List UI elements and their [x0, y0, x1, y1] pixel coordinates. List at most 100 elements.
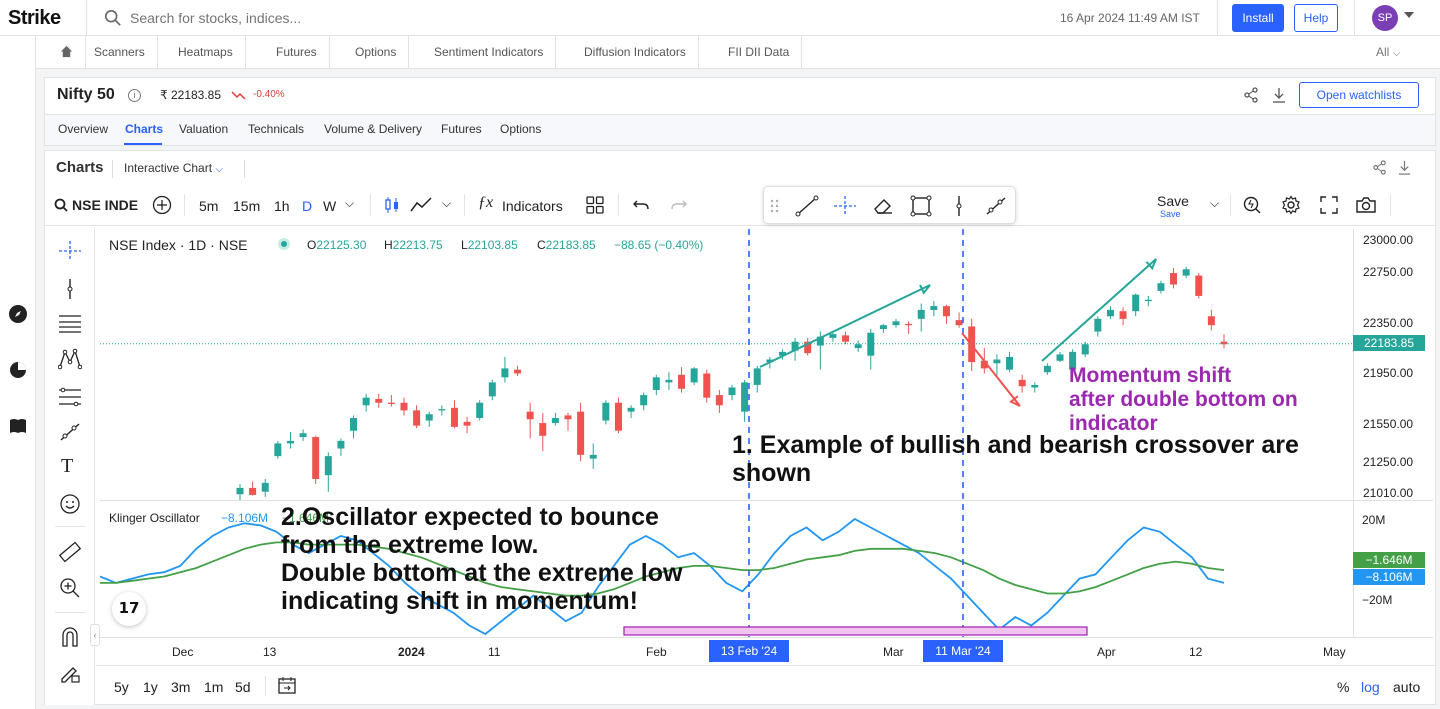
subtab-technicals[interactable]: Technicals — [248, 122, 305, 136]
rectangle-icon[interactable] — [910, 195, 932, 217]
chevron-down-icon[interactable]: ⌵ — [1210, 196, 1220, 210]
nav-tab-scanners[interactable]: Scanners — [82, 36, 158, 68]
bullish-arrow — [1041, 258, 1157, 362]
download-icon[interactable] — [1271, 87, 1287, 103]
undo-icon[interactable] — [632, 197, 650, 213]
subtab-futures[interactable]: Futures — [441, 122, 482, 136]
fullscreen-icon[interactable] — [1320, 196, 1338, 214]
crosshair-icon[interactable] — [58, 240, 82, 262]
install-button[interactable]: Install — [1232, 4, 1284, 32]
gear-icon[interactable] — [1281, 195, 1301, 215]
drawing-tools-sidebar — [45, 227, 95, 705]
subtab-overview[interactable]: Overview — [58, 122, 109, 136]
redo-icon[interactable] — [670, 197, 688, 213]
candle-body — [778, 351, 786, 356]
percent-scale-toggle[interactable]: % — [1337, 679, 1350, 695]
pattern-icon[interactable] — [58, 348, 82, 370]
book-icon[interactable] — [8, 416, 28, 436]
lock-drawing-icon[interactable] — [59, 662, 81, 684]
collapse-sidebar-button[interactable]: ‹ — [90, 624, 100, 646]
quick-search-icon[interactable] — [1242, 195, 1262, 215]
vertical-line-icon[interactable] — [60, 278, 80, 300]
horizontal-lines-icon[interactable] — [58, 313, 82, 335]
range-1y[interactable]: 1y — [143, 679, 158, 695]
share-icon[interactable] — [1243, 87, 1259, 103]
indicators-button[interactable]: Indicators — [502, 198, 563, 214]
line-chart-icon[interactable] — [410, 195, 432, 215]
add-symbol-icon[interactable] — [152, 195, 172, 215]
price-chart[interactable] — [100, 229, 1353, 638]
save-button[interactable]: Save — [1157, 193, 1189, 209]
ruler-icon[interactable] — [58, 541, 82, 563]
ray-icon[interactable] — [984, 195, 1008, 217]
eraser-icon[interactable] — [872, 195, 894, 217]
nav-tab-heatmaps[interactable]: Heatmaps — [166, 36, 246, 68]
chevron-down-icon[interactable]: ⌵ — [345, 196, 355, 210]
fx-icon[interactable]: ƒx — [478, 194, 494, 211]
help-button[interactable]: Help — [1294, 4, 1338, 32]
range-5d[interactable]: 5d — [235, 679, 251, 695]
nav-tab-options[interactable]: Options — [343, 36, 410, 68]
interval-15m[interactable]: 15m — [233, 198, 261, 214]
price-axis[interactable]: 23000.00 22750.00 22350.00 21950.00 21550.00… — [1353, 229, 1433, 638]
pie-chart-icon[interactable] — [8, 360, 28, 380]
home-tab[interactable] — [46, 36, 86, 68]
share-icon[interactable] — [1372, 160, 1387, 175]
open-watchlists-button[interactable]: Open watchlists — [1299, 82, 1419, 108]
search-input[interactable] — [130, 8, 430, 28]
vertical-line-icon[interactable] — [950, 195, 968, 217]
interval-d[interactable]: D — [302, 198, 313, 214]
tradingview-logo-icon[interactable]: 𝟭𝟳 — [112, 592, 146, 626]
chart-legend-title[interactable]: NSE Index · 1D · NSE — [109, 237, 248, 253]
subtab-options[interactable]: Options — [500, 122, 542, 136]
nav-tab-fii-dii-data[interactable]: FII DII Data — [716, 36, 803, 68]
subtab-volume-delivery[interactable]: Volume & Delivery — [324, 122, 423, 136]
range-3m[interactable]: 3m — [171, 679, 191, 695]
nav-tab-sentiment-indicators[interactable]: Sentiment Indicators — [422, 36, 557, 68]
layout-grid-icon[interactable] — [586, 196, 604, 214]
auto-scale-toggle[interactable]: auto — [1393, 679, 1421, 695]
interval-w[interactable]: W — [323, 198, 337, 214]
compass-icon[interactable] — [8, 304, 28, 324]
active-tab-indicator — [124, 143, 162, 145]
range-5y[interactable]: 5y — [114, 679, 129, 695]
camera-icon[interactable] — [1355, 196, 1377, 214]
log-scale-toggle[interactable]: log — [1361, 679, 1380, 695]
range-1m[interactable]: 1m — [204, 679, 224, 695]
time-tick-label: Mar — [883, 645, 904, 659]
candle-body — [312, 437, 320, 480]
date-range-icon[interactable] — [277, 676, 297, 694]
brush-icon[interactable] — [58, 421, 82, 443]
zoom-in-icon[interactable] — [59, 577, 81, 599]
info-icon[interactable]: i — [128, 89, 141, 102]
trend-line-icon[interactable] — [795, 195, 819, 217]
nav-tab-diffusion-indicators[interactable]: Diffusion Indicators — [572, 36, 699, 68]
chevron-down-icon[interactable]: ⌵ — [442, 196, 452, 210]
crosshair-icon[interactable] — [833, 195, 857, 217]
chevron-down-icon[interactable] — [1404, 12, 1414, 18]
subtab-valuation[interactable]: Valuation — [179, 122, 229, 136]
candle-body — [703, 373, 711, 398]
drag-handle-icon[interactable] — [770, 199, 780, 213]
nav-tab-futures[interactable]: Futures — [264, 36, 330, 68]
emoji-icon[interactable] — [59, 493, 81, 515]
interval-1h[interactable]: 1h — [274, 198, 290, 214]
subtab-charts[interactable]: Charts — [125, 122, 164, 136]
text-tool-icon[interactable]: T — [61, 455, 74, 477]
oscillator-name[interactable]: Klinger Oscillator — [109, 511, 200, 525]
fib-retracement-icon[interactable] — [58, 386, 82, 408]
candles-icon[interactable] — [382, 195, 402, 215]
filter-all[interactable]: All ⌵ — [1376, 45, 1401, 59]
candle-body — [1132, 294, 1140, 312]
candle-body — [514, 369, 522, 374]
candle-body — [867, 332, 875, 356]
avatar[interactable]: SP — [1372, 5, 1398, 31]
symbol-input[interactable]: NSE INDE — [72, 197, 138, 213]
candle-body — [400, 402, 408, 411]
chart-type-select[interactable]: Interactive Chart ⌵ — [124, 161, 223, 175]
interval-5m[interactable]: 5m — [199, 198, 219, 214]
time-tick-label: 2024 — [398, 645, 425, 659]
strike-logo[interactable]: Strike — [8, 7, 61, 29]
download-icon[interactable] — [1397, 160, 1412, 175]
magnet-icon[interactable] — [60, 626, 80, 648]
